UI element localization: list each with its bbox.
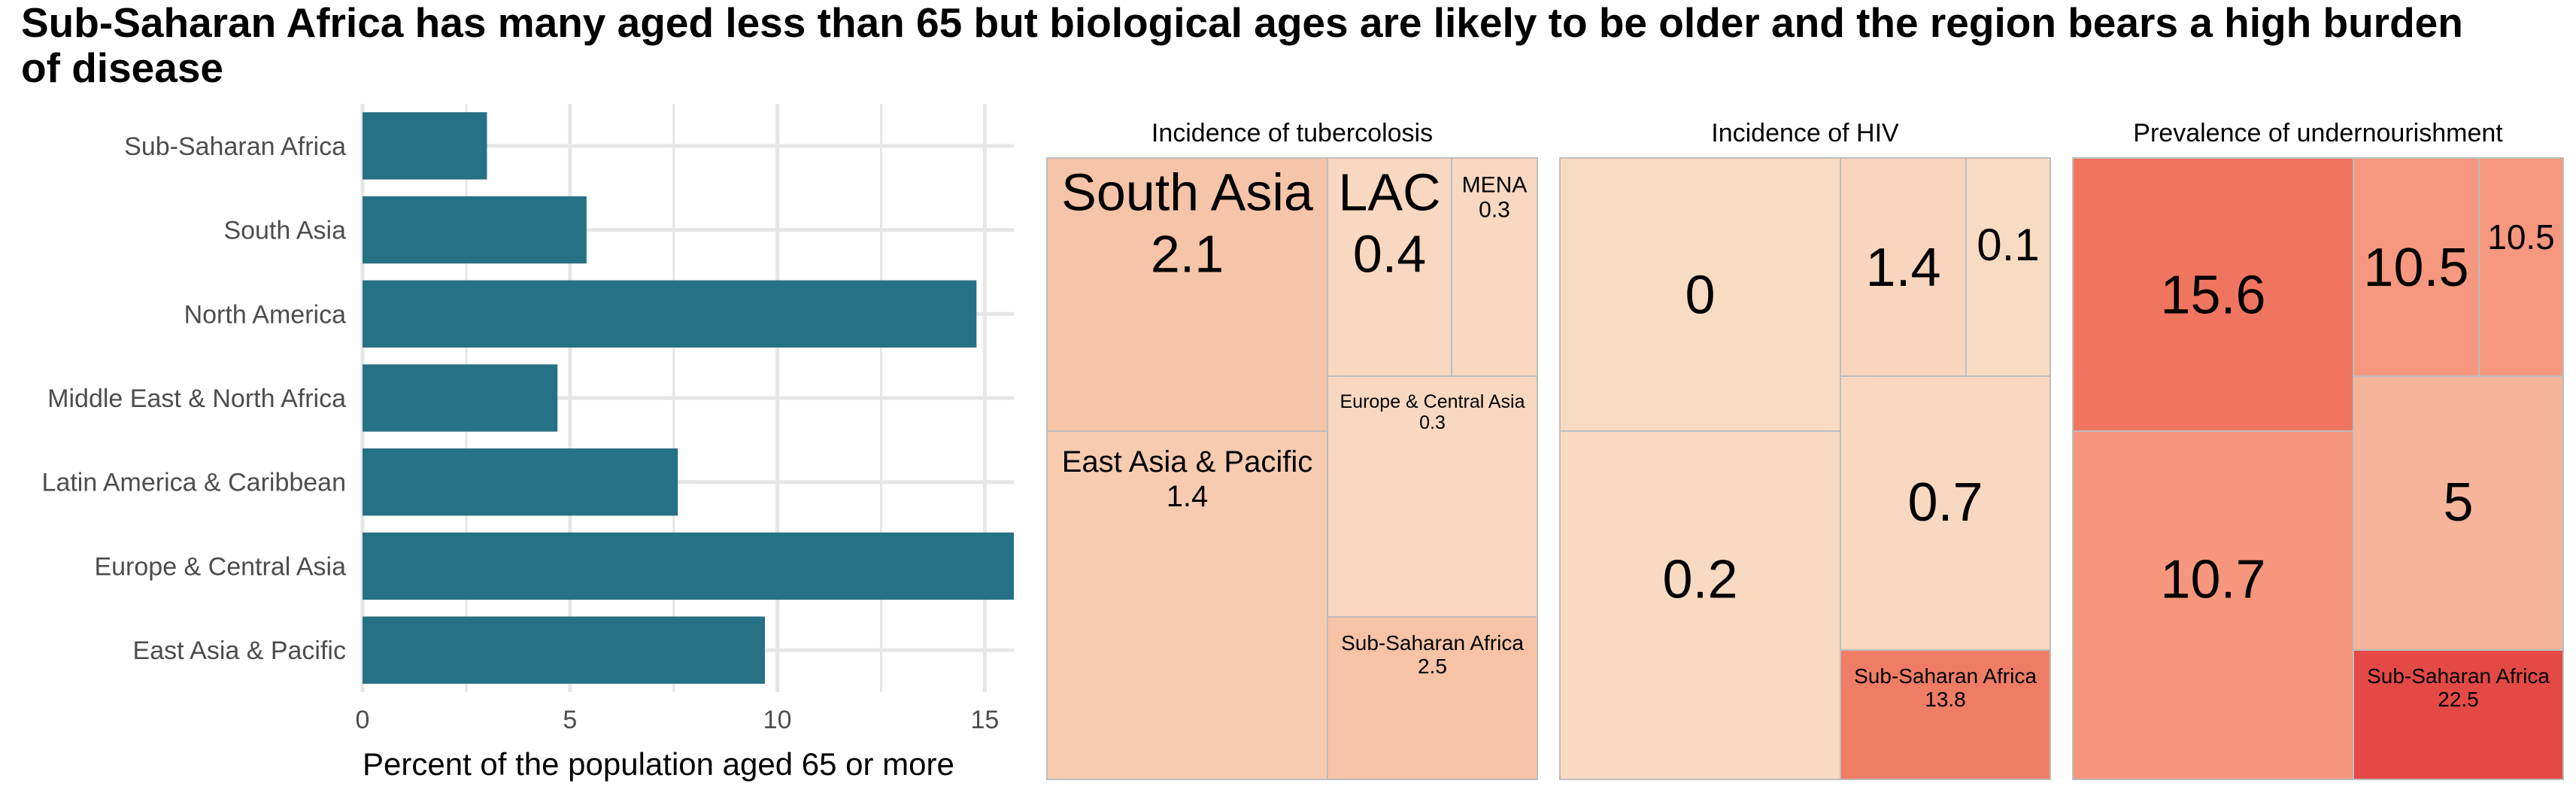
bar — [363, 616, 766, 684]
category-label: Europe & Central Asia — [94, 552, 346, 581]
bar — [363, 196, 587, 264]
bar-chart: Sub-Saharan Africa South Asia North Americ… — [42, 104, 1014, 782]
bar — [363, 532, 1014, 600]
x-axis-label: Percent of the population aged 65 or mor… — [363, 746, 954, 782]
x-tick-label: 10 — [763, 706, 792, 734]
tile-value: 2.1 — [1151, 225, 1224, 284]
tile-value: 10.7 — [2160, 550, 2265, 610]
treemap-tile — [1451, 157, 1538, 377]
category-label: Sub-Saharan Africa — [124, 132, 346, 161]
tile-value: 0.4 — [1353, 225, 1426, 284]
treemap-tile — [2353, 649, 2564, 780]
category-label: South Asia — [223, 217, 346, 245]
treemap-title: Prevalence of undernourishment — [2133, 119, 2503, 147]
tile-label: LAC — [1338, 163, 1440, 222]
category-label: Latin America & Caribbean — [42, 469, 346, 497]
tile-label: Europe & Central Asia — [1340, 391, 1525, 412]
treemap-tile — [1840, 375, 2051, 651]
treemap-tile — [2072, 430, 2354, 780]
bar — [363, 448, 678, 516]
category-label: East Asia & Pacific — [133, 636, 346, 665]
tile-value: 5 — [2443, 472, 2473, 533]
tile-label: South Asia — [1061, 163, 1313, 222]
tile-value: 1.4 — [1865, 238, 1940, 298]
treemap-tile — [1559, 430, 1841, 780]
category-label: Middle East & North Africa — [47, 384, 346, 413]
tile-value: 2.5 — [1418, 655, 1447, 678]
tile-label: Sub-Saharan Africa — [1341, 631, 1524, 655]
tile-label: East Asia & Pacific — [1062, 445, 1312, 478]
tile-label: Sub-Saharan Africa — [1854, 664, 2037, 688]
bar — [363, 112, 487, 180]
tile-value: 0.3 — [1419, 412, 1446, 433]
treemap-title: Incidence of HIV — [1711, 119, 1899, 147]
x-tick-label: 15 — [970, 706, 999, 734]
treemap-tile — [2478, 157, 2564, 377]
x-tick-label: 5 — [563, 706, 577, 734]
tile-value: 15.6 — [2160, 266, 2265, 326]
treemap-tile — [1840, 157, 1967, 377]
bar — [363, 364, 558, 432]
treemap-tile — [1327, 375, 1538, 618]
tile-value: 10.5 — [2487, 217, 2555, 257]
treemap-tile — [1840, 649, 2051, 780]
tile-value: 0.7 — [1907, 472, 1983, 533]
treemap-undernourishment: Prevalence of undernourishment 15.6 10.5 10… — [2072, 119, 2564, 780]
tile-value: 10.5 — [2363, 238, 2468, 298]
tile-value: 0.3 — [1479, 198, 1510, 223]
treemap-hiv: Incidence of HIV 0 1.4 0.1 0.2 0.7 Sub-Saharan… — [1559, 119, 2051, 780]
tile-value: 0 — [1685, 266, 1715, 326]
bar — [363, 280, 977, 348]
tile-value: 0.2 — [1662, 550, 1737, 610]
treemap-tile — [1965, 157, 2051, 377]
treemap-tile — [1327, 616, 1538, 780]
tile-value: 1.4 — [1167, 480, 1209, 513]
treemap-tile — [1046, 157, 1328, 432]
category-label: North America — [184, 300, 346, 329]
treemap-tile — [1559, 157, 1841, 432]
treemap-title: Incidence of tubercolosis — [1151, 119, 1433, 147]
tile-value: 13.8 — [1925, 688, 1966, 711]
chart-title: Sub-Saharan Africa has many aged less th… — [21, 0, 2463, 91]
tile-value: 22.5 — [2438, 688, 2479, 711]
tile-value: 0.1 — [1977, 220, 2039, 270]
x-tick-label: 0 — [356, 706, 370, 734]
tile-label: MENA — [1462, 173, 1528, 198]
treemap-tile — [2353, 375, 2564, 651]
tile-label: Sub-Saharan Africa — [2367, 664, 2550, 688]
